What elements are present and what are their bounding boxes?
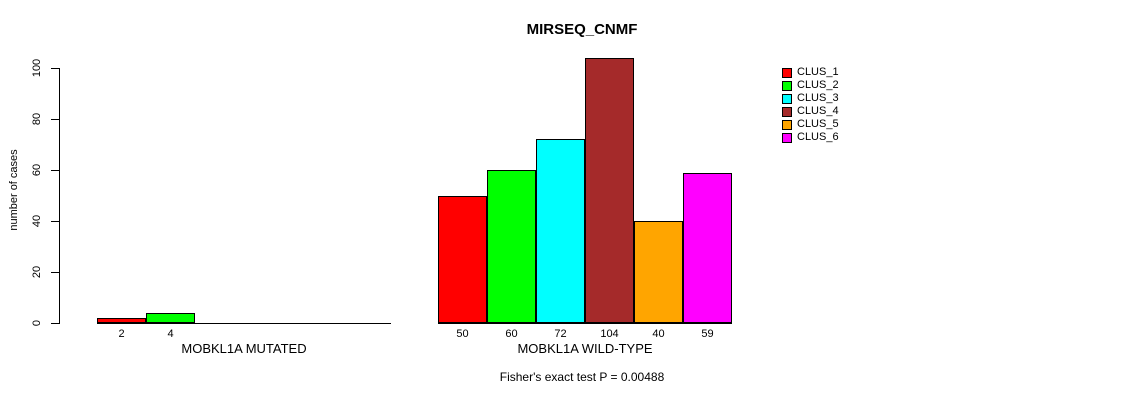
- legend-label: CLUS_6: [797, 131, 839, 143]
- bar-clus_5: [634, 221, 683, 323]
- y-tick-mark: [51, 221, 59, 222]
- y-tick-label: 100: [31, 58, 43, 78]
- axis-baseline: [97, 323, 391, 324]
- legend-row: CLUS_1: [782, 66, 839, 79]
- legend: CLUS_1 CLUS_2 CLUS_3 CLUS_4 CLUS_5 CLUS_6: [782, 66, 839, 144]
- legend-swatch: [782, 93, 792, 104]
- legend-label: CLUS_3: [797, 92, 839, 104]
- bar-clus_4: [585, 58, 634, 323]
- y-axis-label: number of cases: [8, 149, 20, 231]
- group-label: MOBKL1A WILD-TYPE: [517, 341, 653, 356]
- y-tick-mark: [51, 68, 59, 69]
- y-tick-mark: [51, 323, 59, 324]
- legend-label: CLUS_5: [797, 118, 839, 130]
- bar-clus_2: [487, 170, 536, 323]
- y-tick-mark: [51, 170, 59, 171]
- y-tick-mark: [51, 119, 59, 120]
- y-tick-label: 0: [31, 319, 43, 327]
- legend-row: CLUS_4: [782, 105, 839, 118]
- bar-value-label: 50: [456, 328, 469, 340]
- legend-label: CLUS_1: [797, 66, 839, 78]
- legend-row: CLUS_6: [782, 131, 839, 144]
- bar-value-label: 59: [701, 328, 714, 340]
- legend-label: CLUS_4: [797, 105, 839, 117]
- legend-row: CLUS_5: [782, 118, 839, 131]
- bar-value-label: 40: [652, 328, 665, 340]
- y-tick-label: 80: [31, 112, 43, 126]
- legend-swatch: [782, 67, 792, 78]
- bar-value-label: 60: [505, 328, 518, 340]
- legend-row: CLUS_2: [782, 79, 839, 92]
- bar-value-label: 104: [600, 328, 619, 340]
- y-tick-label: 40: [31, 214, 43, 228]
- legend-row: CLUS_3: [782, 92, 839, 105]
- bar-value-label: 2: [118, 328, 125, 340]
- legend-label: CLUS_2: [797, 79, 839, 91]
- y-tick-label: 20: [31, 265, 43, 279]
- legend-swatch: [782, 80, 792, 91]
- bar-clus_2: [146, 313, 195, 323]
- legend-swatch: [782, 119, 792, 130]
- group-label: MOBKL1A MUTATED: [181, 341, 307, 356]
- legend-swatch: [782, 132, 792, 143]
- y-tick-label: 60: [31, 163, 43, 177]
- y-axis-line: [59, 68, 60, 324]
- y-tick-mark: [51, 272, 59, 273]
- bar-clus_6: [683, 173, 732, 323]
- bar-value-label: 4: [167, 328, 174, 340]
- axis-baseline: [438, 323, 732, 324]
- bar-clus_1: [438, 196, 487, 323]
- bar-clus_1: [97, 318, 146, 323]
- chart-title: MIRSEQ_CNMF: [526, 21, 638, 38]
- fisher-test-annotation: Fisher's exact test P = 0.00488: [499, 370, 665, 384]
- bar-clus_3: [536, 139, 585, 323]
- legend-swatch: [782, 106, 792, 117]
- bar-value-label: 72: [554, 328, 567, 340]
